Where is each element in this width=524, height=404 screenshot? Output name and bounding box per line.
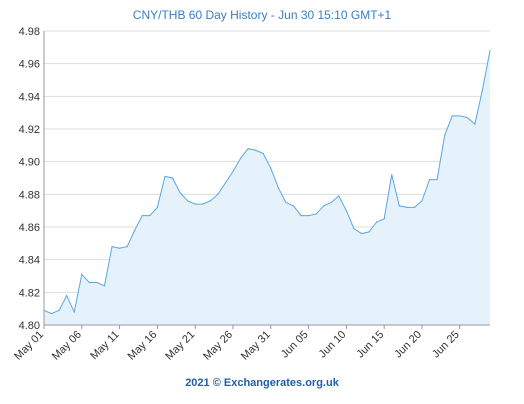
rate-line — [43, 50, 491, 315]
data-point — [255, 149, 257, 151]
y-tick-label: 4.94 — [19, 91, 40, 103]
data-point — [330, 201, 332, 204]
data-point — [103, 285, 106, 287]
footer-credit: 2021 © Exchangerates.org.uk — [185, 377, 339, 389]
data-point — [224, 182, 227, 184]
data-point — [232, 170, 234, 173]
data-point — [315, 213, 317, 215]
data-point — [368, 231, 370, 233]
data-point — [285, 201, 287, 204]
data-point — [156, 206, 158, 208]
x-tick-label: Jun 10 — [317, 329, 349, 361]
y-tick-label: 4.96 — [19, 59, 40, 71]
data-point — [421, 200, 423, 202]
data-point — [323, 205, 325, 207]
x-tick-label: May 16 — [126, 329, 160, 363]
data-point — [436, 179, 438, 181]
data-point — [444, 134, 446, 137]
y-tick-label: 4.92 — [19, 124, 40, 136]
x-axis-ticks: May 01 May 06 May 11 May 16 May 21 May 26 May … — [12, 329, 462, 363]
x-tick-label: May 21 — [163, 329, 197, 363]
data-point — [262, 152, 264, 155]
area-fill — [44, 50, 490, 325]
y-tick-label: 4.98 — [19, 26, 40, 38]
x-tick-label: Jun 05 — [279, 329, 311, 361]
data-point — [171, 177, 174, 179]
data-point — [179, 192, 181, 194]
data-point — [413, 206, 416, 208]
data-point — [96, 281, 98, 284]
data-point — [88, 281, 90, 284]
data-point — [406, 206, 408, 208]
data-point — [66, 295, 68, 297]
data-point — [391, 174, 393, 176]
y-tick-label: 4.80 — [19, 320, 40, 332]
data-point — [345, 210, 347, 212]
data-point — [459, 115, 461, 117]
data-point — [451, 115, 453, 117]
data-point — [202, 203, 204, 205]
data-point — [270, 167, 272, 169]
data-point — [307, 214, 310, 217]
data-point — [247, 148, 249, 150]
data-point — [164, 175, 166, 177]
data-point — [194, 203, 196, 205]
y-tick-label: 4.88 — [19, 189, 40, 201]
x-tick-label: Jun 20 — [392, 329, 424, 361]
data-point — [398, 205, 400, 207]
y-tick-label: 4.82 — [19, 287, 40, 299]
axes — [43, 31, 490, 329]
data-point — [209, 200, 211, 202]
data-point — [50, 312, 53, 315]
x-tick-label: Jun 15 — [354, 329, 386, 361]
data-point — [81, 273, 83, 275]
data-point — [489, 50, 491, 52]
y-tick-label: 4.84 — [19, 255, 40, 267]
data-point — [481, 89, 484, 91]
series-line — [43, 50, 491, 315]
data-point — [141, 214, 143, 217]
data-point — [360, 232, 363, 235]
chart-title: CNY/THB 60 Day History - Jun 30 15:10 GM… — [132, 8, 392, 22]
data-point — [300, 214, 302, 217]
data-point — [376, 221, 378, 223]
data-point — [187, 200, 189, 202]
y-tick-label: 4.90 — [19, 157, 40, 169]
data-point — [111, 246, 113, 248]
data-point — [383, 218, 385, 220]
data-point — [292, 205, 295, 207]
data-point — [239, 157, 242, 159]
data-point — [73, 311, 75, 313]
x-tick-label: May 01 — [12, 329, 46, 363]
data-point — [338, 195, 340, 197]
x-tick-label: May 26 — [201, 329, 235, 363]
data-point — [58, 309, 60, 311]
data-point — [118, 247, 121, 249]
data-point — [466, 116, 468, 119]
x-tick-label: Jun 25 — [430, 329, 462, 361]
data-point — [149, 214, 151, 217]
data-point — [353, 228, 355, 230]
y-axis-ticks: 4.80 4.82 4.84 4.86 4.88 4.90 4.92 4.94 4.96 4.98 — [19, 26, 40, 332]
x-tick-label: May 06 — [50, 329, 84, 363]
data-point — [474, 123, 476, 125]
x-tick-label: May 11 — [88, 329, 121, 362]
x-tick-label: May 31 — [239, 329, 273, 363]
data-point — [126, 246, 128, 248]
data-point — [217, 193, 219, 195]
data-point — [134, 229, 136, 231]
data-point — [428, 179, 431, 181]
data-point — [277, 187, 279, 189]
y-tick-label: 4.86 — [19, 222, 40, 234]
area-path — [44, 50, 490, 325]
